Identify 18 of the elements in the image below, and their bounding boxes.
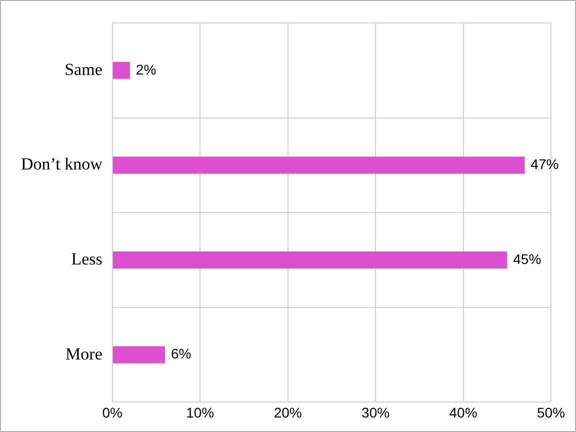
y-tick-label: Same xyxy=(64,60,102,79)
data-label: 45% xyxy=(513,250,542,267)
data-label: 47% xyxy=(530,156,559,172)
bar xyxy=(112,346,166,364)
x-tick-label: 10% xyxy=(186,404,214,420)
y-tick-label: Don’t know xyxy=(20,154,104,174)
bar xyxy=(112,156,525,174)
x-tick-label: 0% xyxy=(102,404,122,420)
data-label: 6% xyxy=(171,346,192,362)
y-tick-label: More xyxy=(66,344,102,364)
bar xyxy=(112,251,508,269)
x-tick-label: 50% xyxy=(536,404,566,420)
x-tick-label: 40% xyxy=(449,404,478,420)
x-tick-label: 30% xyxy=(362,404,390,420)
x-tick-label: 20% xyxy=(274,404,302,420)
y-tick-label: Less xyxy=(71,249,102,268)
bar xyxy=(112,62,130,79)
data-label: 2% xyxy=(136,61,156,78)
